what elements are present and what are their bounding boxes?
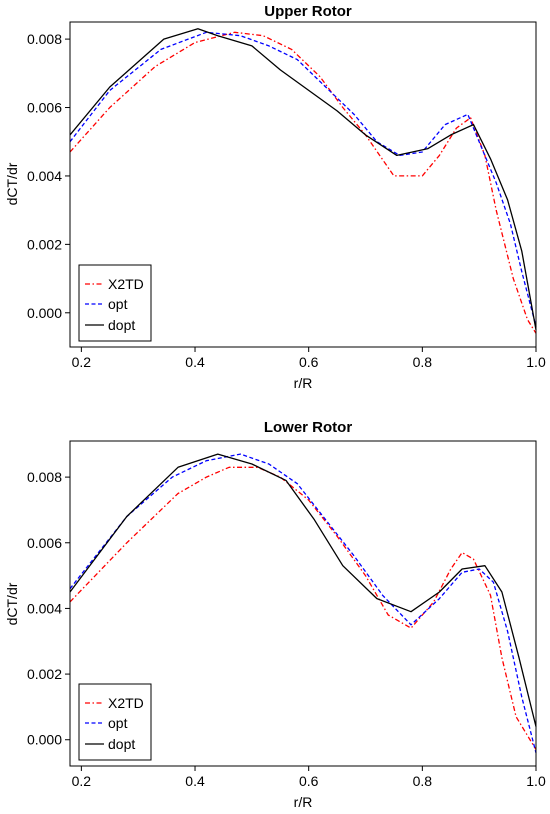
legend: X2TD opt dopt [78, 264, 152, 342]
series-line-x2td [69, 31, 537, 334]
x-tick-label: 0.6 [299, 354, 319, 370]
series-line-opt [69, 453, 537, 754]
series-layer [69, 28, 537, 334]
y-tick-label: 0.008 [27, 31, 62, 47]
x-tick-label: 0.2 [72, 773, 92, 789]
legend: X2TD opt dopt [78, 683, 152, 761]
chart-title: Upper Rotor [264, 3, 352, 20]
y-tick-label: 0.000 [27, 305, 62, 321]
legend-label-opt: opt [108, 715, 128, 731]
y-tick-label: 0.004 [27, 168, 62, 184]
y-axis-label: dCT/dr [4, 162, 20, 205]
legend-label-x2td: X2TD [108, 276, 144, 292]
x-tick-label: 0.2 [72, 354, 92, 370]
chart-upper-rotor: Upper Rotor 0.2 0.4 0.6 0.8 1.0 0.0000.0020.… [4, 3, 546, 391]
y-tick-label: 0.006 [27, 535, 62, 551]
y-tick-label: 0.004 [27, 600, 62, 616]
x-tick-label: 0.4 [185, 773, 205, 789]
x-tick-label: 1.0 [526, 773, 546, 789]
y-tick-label: 0.002 [27, 236, 62, 252]
x-axis-ticks: 0.2 0.4 0.6 0.8 1.0 [72, 766, 546, 789]
series-layer [69, 453, 537, 754]
legend-box [78, 264, 152, 342]
y-tick-label: 0.006 [27, 100, 62, 116]
x-tick-label: 0.8 [413, 773, 433, 789]
x-tick-label: 0.8 [413, 354, 433, 370]
y-axis-ticks: 0.000 0.002 0.004 0.006 0.008 [27, 469, 70, 748]
series-line-dopt [69, 453, 537, 727]
legend-label-dopt: dopt [108, 317, 135, 333]
series-line-x2td [69, 466, 537, 750]
chart-title: Lower Rotor [264, 419, 352, 436]
series-line-dopt [69, 28, 537, 331]
chart-lower-rotor: Lower Rotor 0.2 0.4 0.6 0.8 1.0 0.0000.0020.… [4, 419, 546, 810]
x-axis-label: r/R [294, 375, 313, 391]
x-tick-label: 1.0 [526, 354, 546, 370]
legend-box [78, 683, 152, 761]
x-tick-label: 0.6 [299, 773, 319, 789]
x-axis-label: r/R [294, 794, 313, 810]
plot-frame [69, 21, 537, 348]
legend-label-opt: opt [108, 296, 128, 312]
y-tick-label: 0.002 [27, 666, 62, 682]
y-axis-ticks: 0.000 0.002 0.004 0.006 0.008 [27, 31, 70, 321]
y-axis-label: dCT/dr [4, 582, 20, 625]
legend-label-x2td: X2TD [108, 695, 144, 711]
y-tick-label: 0.008 [27, 469, 62, 485]
plot-frame [69, 440, 537, 767]
x-axis-ticks: 0.2 0.4 0.6 0.8 1.0 [72, 347, 546, 370]
legend-label-dopt: dopt [108, 736, 135, 752]
x-tick-label: 0.4 [185, 354, 205, 370]
y-tick-label: 0.000 [27, 732, 62, 748]
